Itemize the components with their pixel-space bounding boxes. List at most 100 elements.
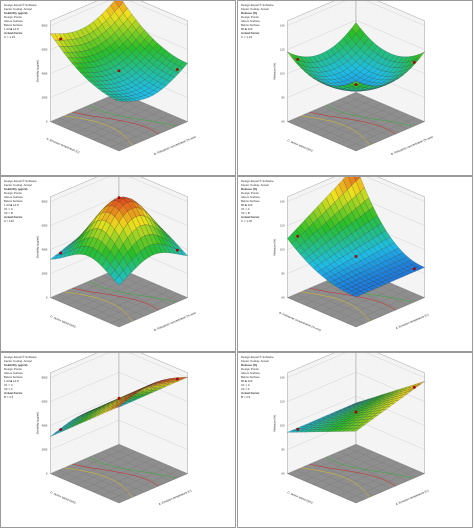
- header-line: Below Surface: [4, 23, 23, 27]
- y-axis-label: C: Screw speed (rpm): [50, 490, 77, 504]
- surface-panel-1: Design-Expert® Software Factor Coding: Ac…: [0, 0, 236, 176]
- z-tick-label: 0: [46, 120, 48, 124]
- wall-grid-line: [287, 177, 346, 202]
- floor-grid-line: [321, 458, 391, 489]
- surface-plot: 0 2000 4000 6000 8000 Solubility (μg/ml) B: Po…: [35, 177, 197, 332]
- header-line: Design-Expert® Software: [241, 355, 274, 359]
- header-line: Design Points: [4, 15, 22, 19]
- z-tick-label: 100: [280, 248, 285, 252]
- header-line: X2 = B: [4, 211, 13, 215]
- header-line: Factor Coding: Actual: [4, 359, 32, 363]
- surface-panel-3: Design-Expert® Software Factor Coding: Ac…: [0, 176, 236, 352]
- header-line: Actual Factor: [4, 391, 23, 395]
- surface-panel-2: Design-Expert® Software Factor Coding: Ac…: [237, 0, 473, 176]
- floor-grid-line: [84, 106, 154, 137]
- header-line: Solubility (μg/ml): [4, 11, 28, 15]
- floor-grid-line: [313, 455, 382, 485]
- header-line: Factor Coding: Actual: [4, 7, 32, 11]
- z-tick-label: 2000: [42, 448, 48, 452]
- wall-grid-line: [287, 353, 346, 378]
- design-point: [175, 248, 179, 252]
- panel-header: Design-Expert® Software Factor Coding: Ac…: [4, 3, 37, 39]
- header-line: C = 1.23: [241, 35, 253, 39]
- floor-contour: [325, 456, 414, 479]
- z-axis-label: Release (%): [272, 239, 276, 256]
- header-line: Actual Factor: [241, 391, 260, 395]
- y-axis-label: C: Screw speed (rpm): [287, 138, 314, 152]
- floor-contour: [72, 111, 159, 135]
- z-tick-label: 6000: [42, 400, 48, 404]
- floor-contour: [301, 467, 370, 498]
- wall-grid-line: [355, 420, 425, 450]
- header-line: X1 = A: [241, 207, 250, 211]
- x-axis-label: B: Poloxamer concentration (% w/w): [153, 135, 196, 156]
- header-line: Solubility (μg/ml): [4, 187, 28, 191]
- z-axis-label: Solubility (μg/ml): [35, 236, 39, 258]
- header-line: Design Points: [4, 367, 22, 371]
- floor-grid-line: [93, 455, 162, 485]
- y-axis-label: A: Emulsion temperature (C): [46, 137, 80, 155]
- design-point: [175, 377, 179, 381]
- design-point: [117, 196, 121, 200]
- header-line: B = 2.5: [4, 395, 14, 399]
- header-line: Release (%): [241, 363, 258, 367]
- z-axis-label: Release (%): [272, 63, 276, 80]
- wall-grid-line: [355, 20, 425, 50]
- z-axis-label: Solubility (μg/ml): [35, 60, 39, 82]
- wall-grid-line: [366, 177, 425, 202]
- header-line: Design-Expert® Software: [4, 3, 37, 7]
- x-axis-label: B: Poloxamer concentration (% w/w): [153, 311, 196, 332]
- wall-grid-line: [287, 372, 357, 402]
- wall-grid-line: [50, 1, 109, 26]
- z-tick-label: 80: [282, 448, 285, 452]
- x-axis-label: A: Emulsion temperature (C): [395, 313, 429, 331]
- floor-contour: [64, 291, 133, 322]
- z-tick-label: 120: [280, 224, 285, 228]
- floor-contour: [309, 463, 396, 487]
- header-line: 80 ■ 123: [241, 379, 253, 383]
- floor-grid-line: [304, 99, 374, 130]
- floor-grid-line: [58, 95, 128, 126]
- design-point: [296, 57, 300, 61]
- z-tick-label: 60: [282, 120, 285, 124]
- floor-grid-line: [338, 99, 408, 130]
- floor-grid-line: [347, 447, 417, 478]
- floor-grid-line: [101, 451, 171, 482]
- header-line: Design Points: [241, 191, 259, 195]
- wall-grid-line: [287, 20, 357, 50]
- z-tick-label: 60: [282, 296, 285, 300]
- floor-contour: [301, 291, 370, 322]
- floor-grid-line: [84, 458, 154, 489]
- header-line: Design-Expert® Software: [241, 3, 274, 7]
- header-line: 1.23 ■ 12.8: [4, 203, 19, 207]
- floor-grid-line: [84, 282, 154, 313]
- design-point: [59, 251, 63, 255]
- surface-plot: 0 2000 4000 6000 8000 Solubility (μg/ml) B: Po…: [35, 1, 197, 156]
- wall-grid-line: [129, 353, 188, 378]
- design-point: [354, 83, 358, 87]
- panel-header: Design-Expert® Software Factor Coding: Ac…: [241, 179, 274, 223]
- surface-mesh: [50, 377, 188, 437]
- design-point: [296, 427, 300, 431]
- z-axis-label: Solubility (μg/ml): [35, 412, 39, 434]
- wall-grid-line: [287, 396, 357, 426]
- header-line: Design-Expert® Software: [4, 355, 37, 359]
- header-line: Above Surface: [241, 371, 260, 375]
- design-point: [354, 410, 358, 414]
- z-tick-label: 100: [280, 72, 285, 76]
- surface-cell: [114, 275, 124, 286]
- panel-header: Design-Expert® Software Factor Coding: Ac…: [4, 355, 37, 399]
- floor-grid-line: [330, 455, 399, 485]
- floor-grid-line: [76, 455, 145, 485]
- design-point: [412, 385, 416, 389]
- z-axis-label: Release (%): [272, 415, 276, 432]
- floor-grid-line: [93, 279, 162, 309]
- header-line: Below Surface: [4, 375, 23, 379]
- header-line: Release (%): [241, 11, 258, 15]
- floor-contour: [88, 456, 177, 479]
- wall-grid-line: [129, 1, 188, 26]
- floor-grid-line: [295, 447, 365, 478]
- floor-grid-line: [76, 103, 145, 133]
- header-line: Above Surface: [241, 19, 260, 23]
- surface-mesh: [50, 1, 188, 102]
